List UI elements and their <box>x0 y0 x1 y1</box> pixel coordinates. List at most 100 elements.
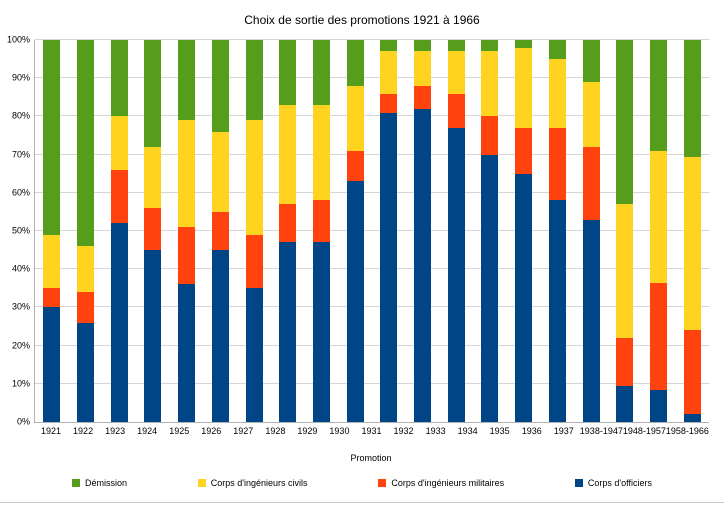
bar-segment <box>77 40 95 247</box>
legend-color-swatch <box>574 479 583 487</box>
bar-segment <box>380 112 398 422</box>
x-tick-label: 1928 <box>265 426 286 436</box>
y-tick-label: 40% <box>11 263 30 274</box>
x-tick-label: 1936 <box>521 426 542 436</box>
bar-segment <box>110 40 128 117</box>
bar-segment <box>515 47 533 128</box>
bar-segment <box>144 250 162 422</box>
bar-segment <box>683 40 701 157</box>
bar-segment <box>43 234 61 289</box>
bar-group <box>338 40 372 422</box>
bar-group <box>136 40 170 422</box>
h-gridline <box>35 306 709 308</box>
bar-segment <box>414 51 432 86</box>
bar-group <box>608 40 642 422</box>
x-tick-label: 1926 <box>201 426 222 436</box>
bar-segment <box>211 250 229 422</box>
bar-segment <box>312 104 330 201</box>
bar-segment <box>481 116 499 155</box>
bar-segment <box>650 150 667 283</box>
bar-segment <box>77 322 95 422</box>
bar-segment <box>683 330 701 415</box>
bar-segment <box>312 200 330 243</box>
bar-segment <box>548 40 566 60</box>
x-tick-label: 1958-1966 <box>665 426 709 436</box>
legend-color-swatch <box>72 479 80 487</box>
x-tick-label: 1933 <box>425 426 446 436</box>
bar-segment <box>211 211 229 251</box>
bar-segment <box>279 204 297 243</box>
bar-group <box>642 40 676 422</box>
bar-segment <box>380 93 398 113</box>
bar-segment <box>548 59 566 128</box>
stacked-bar <box>211 40 229 422</box>
stacked-bar <box>110 40 128 422</box>
bar-segment <box>414 85 432 109</box>
legend-item: Corps d'ingénieurs civils <box>197 478 308 488</box>
bar-segment <box>380 40 398 52</box>
bar-group <box>675 40 709 422</box>
y-tick-label: 20% <box>11 340 30 351</box>
stacked-bar <box>346 40 364 422</box>
bar-segment <box>414 40 432 52</box>
bar-segment <box>43 288 61 308</box>
chart-bottom-border <box>0 502 724 503</box>
legend-item: Démission <box>72 478 127 488</box>
bar-segment <box>515 40 533 48</box>
bar-group <box>204 40 238 422</box>
h-gridline <box>35 153 709 155</box>
x-tick-label: 1948-1957 <box>622 426 666 436</box>
x-tick-label: 1937 <box>553 426 574 436</box>
y-tick-label: 60% <box>11 187 30 198</box>
legend-label: Corps d'ingénieurs civils <box>210 478 308 488</box>
bar-segment <box>616 385 634 422</box>
bar-segment <box>582 82 600 147</box>
x-tick-label: 1924 <box>137 426 158 436</box>
bar-segment <box>481 40 499 52</box>
bar-segment <box>346 40 364 86</box>
stacked-bar <box>515 40 533 422</box>
h-gridline <box>35 344 709 346</box>
bar-segment <box>144 40 162 147</box>
bar-segment <box>616 337 634 386</box>
h-gridline <box>35 115 709 117</box>
stacked-bar <box>548 40 566 422</box>
bar-segment <box>245 120 263 235</box>
bar-segment <box>144 208 162 251</box>
x-tick-label: 1925 <box>169 426 190 436</box>
x-tick-label: 1935 <box>489 426 510 436</box>
bar-segment <box>616 204 634 338</box>
bar-group <box>35 40 69 422</box>
bar-segment <box>144 146 162 209</box>
bar-segment <box>245 40 263 121</box>
bar-segment <box>447 40 465 52</box>
bar-segment <box>312 40 330 105</box>
bar-segment <box>683 156 701 331</box>
stacked-bar <box>447 40 465 422</box>
legend-item: Corps d'ingénieurs militaires <box>378 478 504 488</box>
legend: Démission Corps d'ingénieurs civils Corps … <box>72 478 652 488</box>
plot-area: 0% 10% 20% 30% 40% 50% 60% 70% 80% 90% 100% 1921 192… <box>7 35 709 436</box>
bar-group <box>574 40 608 422</box>
bar-group <box>305 40 339 422</box>
bar-segment <box>178 40 196 121</box>
stacked-bar <box>77 40 95 422</box>
y-tick-label: 80% <box>11 110 30 121</box>
bar-segment <box>110 169 128 224</box>
legend-item: Corps d'officiers <box>574 478 652 488</box>
bar-group <box>439 40 473 422</box>
bar-group <box>507 40 541 422</box>
bar-segment <box>481 154 499 422</box>
legend-label: Corps d'ingénieurs militaires <box>391 478 505 488</box>
x-tick-label: 1934 <box>457 426 478 436</box>
stacked-bar <box>650 40 667 422</box>
bar-segment <box>548 127 566 201</box>
x-axis-title: Promotion <box>350 453 392 463</box>
bar-segment <box>447 93 465 128</box>
bar-segment <box>447 127 465 422</box>
bar-segment <box>582 40 600 83</box>
x-tick-label: 1929 <box>297 426 318 436</box>
x-tick-label: 1938-1947 <box>579 426 623 436</box>
y-tick-label: 0% <box>16 416 30 427</box>
bar-segment <box>346 181 364 422</box>
